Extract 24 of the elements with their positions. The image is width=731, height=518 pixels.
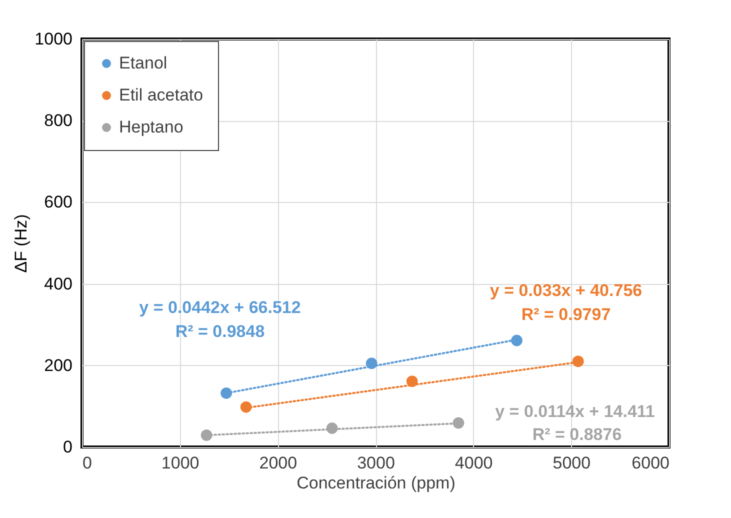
annotation: y = 0.0114x + 14.411 <box>495 402 655 421</box>
x-tick-label: 4000 <box>454 454 493 472</box>
annotation: y = 0.0442x + 66.512 <box>139 298 301 317</box>
y-axis-title: ΔF (Hz) <box>12 214 31 273</box>
annotation: R² = 0.8876 <box>532 425 622 444</box>
y-tick-label: 800 <box>44 111 72 130</box>
y-tick-label: 0 <box>63 438 72 456</box>
x-tick-label: 6000 <box>632 454 670 472</box>
y-tick-label: 600 <box>44 192 72 212</box>
legend-label: Etil acetato <box>119 86 204 104</box>
x-tick-label: 2000 <box>259 454 298 472</box>
annotation: y = 0.033x + 40.756 <box>490 281 642 300</box>
x-axis-title: Concentración (ppm) <box>296 474 456 492</box>
annotation: R² = 0.9797 <box>521 305 611 324</box>
y-tick-label: 400 <box>44 274 72 294</box>
y-tick-label: 1000 <box>34 30 72 48</box>
annotation: R² = 0.9848 <box>175 322 265 341</box>
y-tick-label: 200 <box>44 356 72 375</box>
legend-label: Etanol <box>119 54 168 72</box>
x-tick-label: 5000 <box>552 454 591 472</box>
x-tick-label: 1000 <box>161 454 200 472</box>
legend-label: Heptano <box>119 118 184 136</box>
x-tick-label: 3000 <box>357 454 395 472</box>
x-tick-label: 0 <box>82 454 92 472</box>
